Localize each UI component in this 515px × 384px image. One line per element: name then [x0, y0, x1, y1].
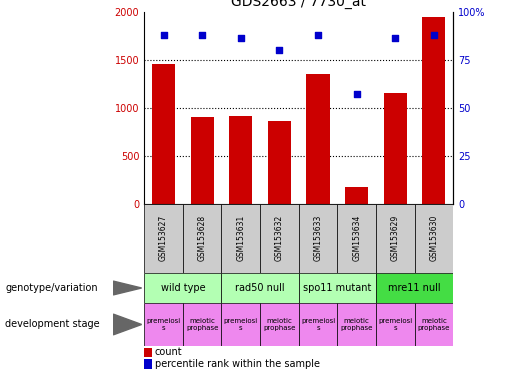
Text: wild type: wild type	[161, 283, 205, 293]
Text: GSM153630: GSM153630	[430, 215, 438, 261]
Text: GSM153628: GSM153628	[198, 215, 207, 261]
Point	[314, 31, 322, 38]
Text: spo11 mutant: spo11 mutant	[303, 283, 371, 293]
Point	[237, 35, 245, 41]
Bar	[337, 303, 376, 346]
Bar	[415, 204, 453, 273]
Text: count: count	[154, 347, 182, 358]
Bar	[376, 273, 453, 303]
Text: genotype/variation: genotype/variation	[5, 283, 98, 293]
Bar	[191, 117, 214, 204]
Bar	[260, 204, 299, 273]
Bar	[299, 303, 337, 346]
Point	[352, 91, 360, 97]
Bar	[376, 204, 415, 273]
Point	[430, 31, 438, 38]
Text: GSM153633: GSM153633	[314, 215, 322, 261]
Point	[198, 31, 206, 38]
Bar	[345, 187, 368, 204]
Bar	[144, 204, 183, 273]
Bar	[384, 93, 407, 204]
Polygon shape	[113, 314, 142, 335]
Bar	[144, 273, 221, 303]
Text: GSM153627: GSM153627	[159, 215, 168, 261]
Text: rad50 null: rad50 null	[235, 283, 285, 293]
Bar	[415, 303, 453, 346]
Bar	[221, 303, 260, 346]
Text: GSM153632: GSM153632	[275, 215, 284, 261]
Text: GSM153629: GSM153629	[391, 215, 400, 261]
Bar	[299, 273, 376, 303]
Point	[160, 31, 168, 38]
Text: GSM153631: GSM153631	[236, 215, 245, 261]
Text: meiotic
prophase: meiotic prophase	[340, 318, 373, 331]
Text: GSM153634: GSM153634	[352, 215, 361, 261]
Bar	[221, 204, 260, 273]
Bar	[299, 204, 337, 273]
Point	[276, 47, 284, 53]
Text: premeiosi
s: premeiosi s	[224, 318, 258, 331]
Bar	[183, 204, 221, 273]
Point	[391, 35, 400, 41]
Polygon shape	[113, 281, 142, 295]
Bar	[221, 273, 299, 303]
Title: GDS2663 / 7730_at: GDS2663 / 7730_at	[231, 0, 366, 9]
Bar	[376, 303, 415, 346]
Bar	[422, 17, 445, 204]
Text: premeiosi
s: premeiosi s	[378, 318, 413, 331]
Text: premeiosi
s: premeiosi s	[301, 318, 335, 331]
Bar	[152, 64, 175, 204]
Text: meiotic
prophase: meiotic prophase	[418, 318, 450, 331]
Bar	[268, 121, 291, 204]
Text: meiotic
prophase: meiotic prophase	[186, 318, 218, 331]
Text: development stage: development stage	[5, 319, 100, 329]
Text: percentile rank within the sample: percentile rank within the sample	[154, 359, 319, 369]
Bar	[260, 303, 299, 346]
Bar	[144, 303, 183, 346]
Bar	[337, 204, 376, 273]
Text: meiotic
prophase: meiotic prophase	[263, 318, 296, 331]
Text: premeiosi
s: premeiosi s	[146, 318, 181, 331]
Bar	[306, 74, 330, 204]
Text: mre11 null: mre11 null	[388, 283, 441, 293]
Bar	[229, 116, 252, 204]
Bar	[183, 303, 221, 346]
